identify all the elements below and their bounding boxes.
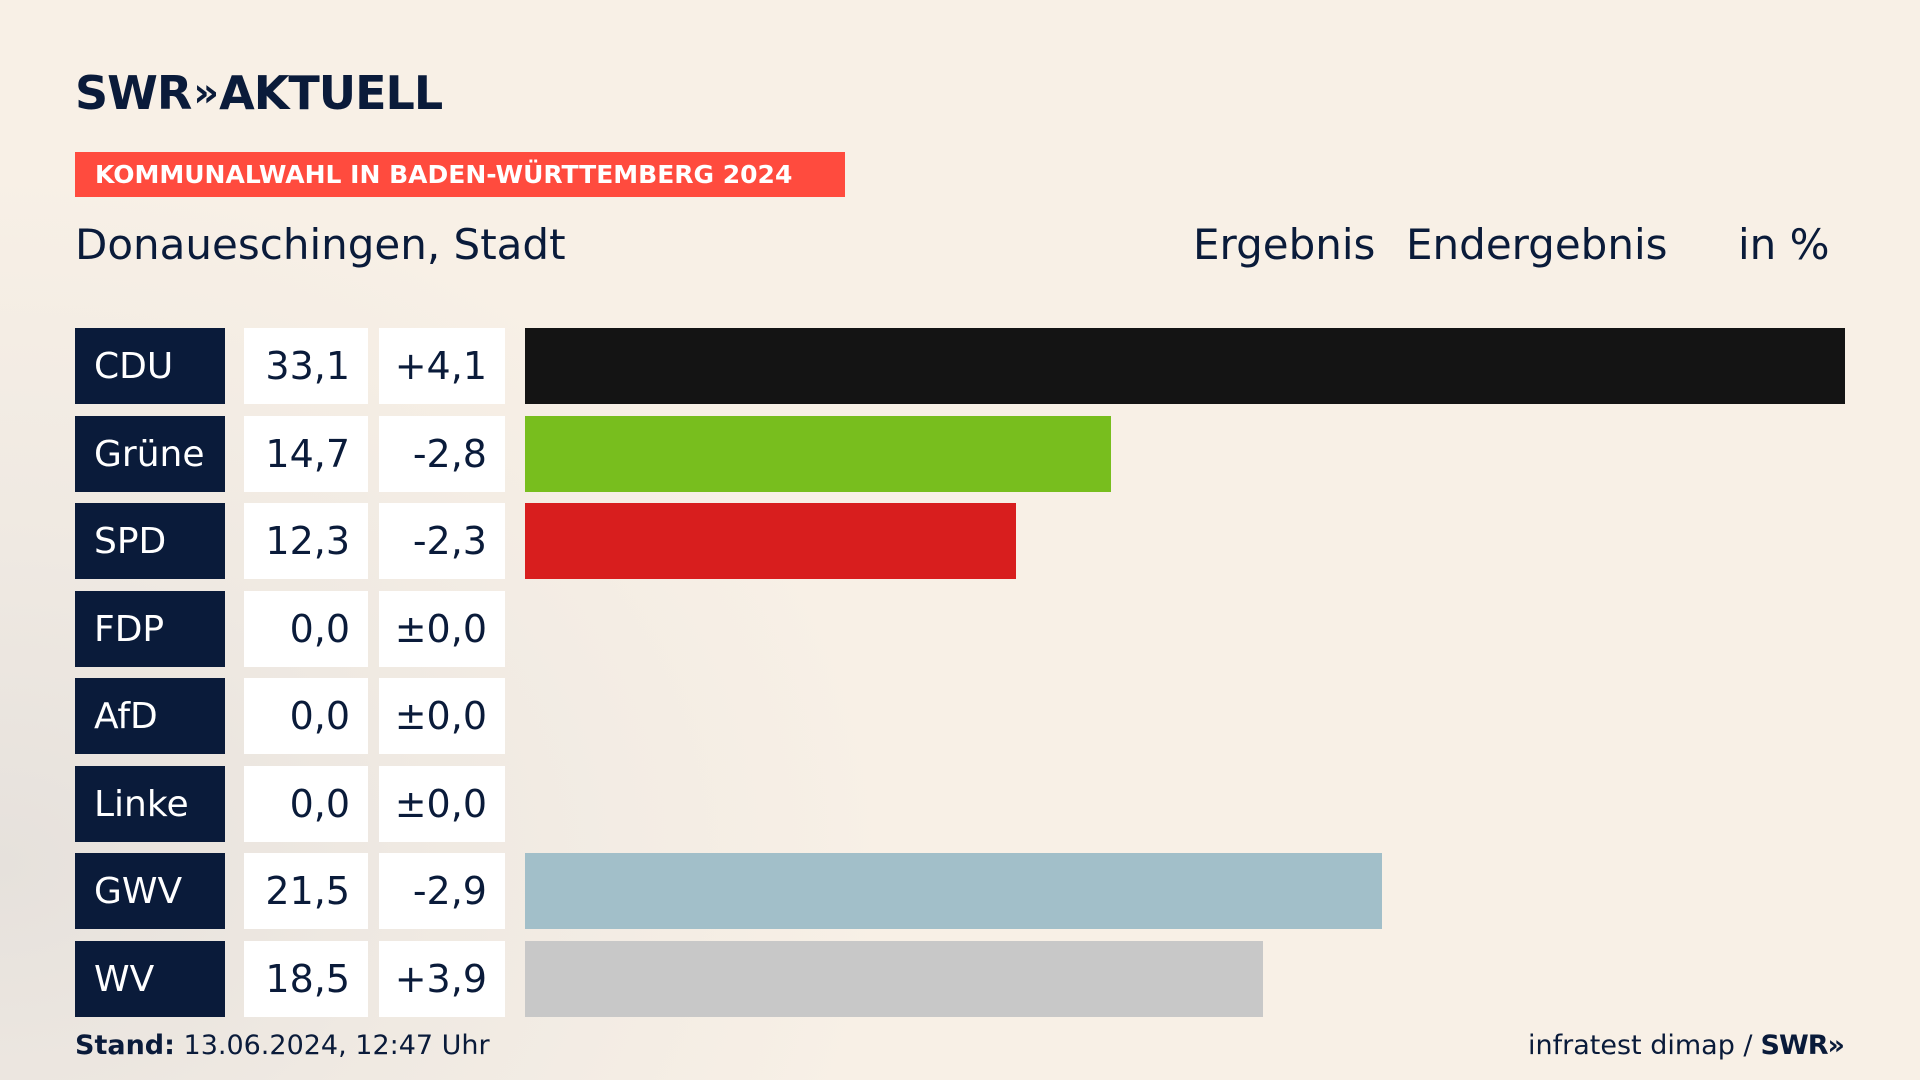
party-label: Grüne bbox=[75, 416, 225, 492]
party-label: WV bbox=[75, 941, 225, 1017]
header-result: Ergebnis bbox=[1193, 220, 1376, 269]
party-label: Linke bbox=[75, 766, 225, 842]
result-bar bbox=[525, 853, 1382, 929]
logo-chevron-icon: » bbox=[193, 70, 219, 116]
logo-aktuell: AKTUELL bbox=[219, 66, 443, 120]
vote-change-value: ±0,0 bbox=[379, 678, 505, 754]
party-label: GWV bbox=[75, 853, 225, 929]
source-brand: SWR» bbox=[1760, 1030, 1845, 1061]
header-unit: in % bbox=[1738, 220, 1830, 269]
vote-share-value: 0,0 bbox=[244, 766, 368, 842]
stand-label: Stand: bbox=[75, 1030, 175, 1061]
footer-stand: Stand: 13.06.2024, 12:47 Uhr bbox=[75, 1030, 490, 1061]
result-bar bbox=[525, 416, 1111, 492]
header-status: Endergebnis bbox=[1406, 220, 1668, 269]
vote-change-value: ±0,0 bbox=[379, 766, 505, 842]
party-label: SPD bbox=[75, 503, 225, 579]
vote-share-value: 18,5 bbox=[244, 941, 368, 1017]
vote-change-value: +3,9 bbox=[379, 941, 505, 1017]
vote-change-value: ±0,0 bbox=[379, 591, 505, 667]
result-bar bbox=[525, 328, 1845, 404]
vote-share-value: 0,0 bbox=[244, 591, 368, 667]
vote-share-value: 14,7 bbox=[244, 416, 368, 492]
footer-source: infratest dimap / SWR» bbox=[1528, 1030, 1845, 1061]
result-bar bbox=[525, 941, 1263, 1017]
vote-share-value: 12,3 bbox=[244, 503, 368, 579]
vote-change-value: +4,1 bbox=[379, 328, 505, 404]
result-bar bbox=[525, 503, 1016, 579]
stand-value: 13.06.2024, 12:47 Uhr bbox=[183, 1030, 490, 1061]
logo-swr: SWR bbox=[75, 66, 192, 120]
swr-aktuell-logo: SWR » AKTUELL bbox=[75, 66, 443, 120]
vote-share-value: 0,0 bbox=[244, 678, 368, 754]
election-banner: KOMMUNALWAHL IN BADEN-WÜRTTEMBERG 2024 bbox=[75, 152, 845, 197]
party-label: FDP bbox=[75, 591, 225, 667]
vote-change-value: -2,9 bbox=[379, 853, 505, 929]
party-label: AfD bbox=[75, 678, 225, 754]
vote-share-value: 21,5 bbox=[244, 853, 368, 929]
vote-change-value: -2,3 bbox=[379, 503, 505, 579]
party-label: CDU bbox=[75, 328, 225, 404]
vote-share-value: 33,1 bbox=[244, 328, 368, 404]
source-text: infratest dimap / bbox=[1528, 1030, 1753, 1061]
vote-change-value: -2,8 bbox=[379, 416, 505, 492]
municipality-title: Donaueschingen, Stadt bbox=[75, 220, 566, 269]
